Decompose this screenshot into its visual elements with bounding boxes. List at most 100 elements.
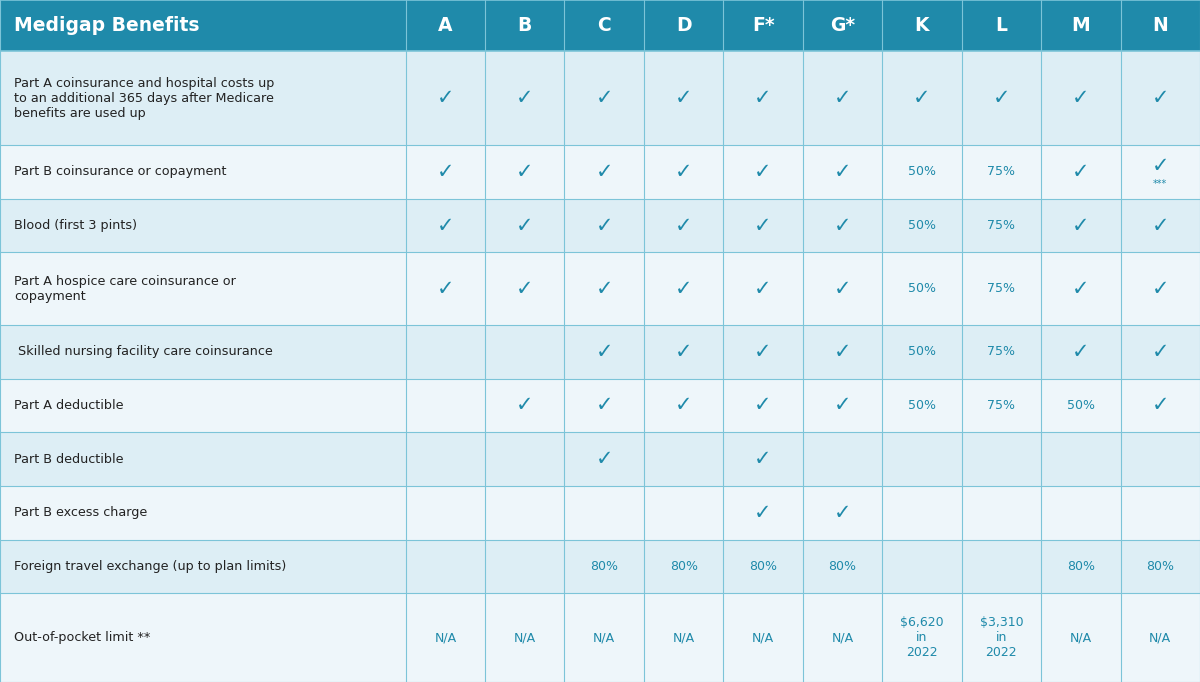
Text: ***: *** bbox=[1153, 179, 1168, 189]
Text: N/A: N/A bbox=[434, 632, 456, 644]
Text: ✓: ✓ bbox=[595, 342, 613, 362]
Text: ✓: ✓ bbox=[516, 162, 534, 182]
Text: ✓: ✓ bbox=[1152, 396, 1169, 415]
Text: Part B deductible: Part B deductible bbox=[14, 453, 124, 466]
Bar bbox=[0, 486, 1200, 539]
Text: ✓: ✓ bbox=[674, 279, 692, 299]
Text: $6,620
in
2022: $6,620 in 2022 bbox=[900, 617, 943, 659]
Text: ✓: ✓ bbox=[755, 216, 772, 236]
Text: ✓: ✓ bbox=[595, 279, 613, 299]
Text: 50%: 50% bbox=[908, 399, 936, 412]
Text: 80%: 80% bbox=[1067, 560, 1094, 573]
Text: Skilled nursing facility care coinsurance: Skilled nursing facility care coinsuranc… bbox=[14, 345, 274, 358]
Bar bbox=[0, 593, 1200, 682]
Text: ✓: ✓ bbox=[1152, 279, 1169, 299]
Text: ✓: ✓ bbox=[437, 162, 454, 182]
Text: ✓: ✓ bbox=[516, 279, 534, 299]
Text: ✓: ✓ bbox=[1152, 216, 1169, 236]
Text: Foreign travel exchange (up to plan limits): Foreign travel exchange (up to plan limi… bbox=[14, 560, 287, 573]
Text: ✓: ✓ bbox=[834, 162, 851, 182]
Text: N/A: N/A bbox=[593, 632, 616, 644]
Text: 80%: 80% bbox=[590, 560, 618, 573]
Text: M: M bbox=[1072, 16, 1091, 35]
Text: ✓: ✓ bbox=[674, 216, 692, 236]
Text: ✓: ✓ bbox=[755, 449, 772, 469]
Bar bbox=[0, 325, 1200, 379]
Text: ✓: ✓ bbox=[755, 279, 772, 299]
Text: ✓: ✓ bbox=[834, 216, 851, 236]
Text: ✓: ✓ bbox=[1152, 155, 1169, 175]
Text: ✓: ✓ bbox=[755, 162, 772, 182]
Text: 50%: 50% bbox=[1067, 399, 1094, 412]
Text: Blood (first 3 pints): Blood (first 3 pints) bbox=[14, 219, 138, 232]
Text: 75%: 75% bbox=[988, 219, 1015, 232]
Text: ✓: ✓ bbox=[674, 88, 692, 108]
Text: ✓: ✓ bbox=[595, 216, 613, 236]
Text: 50%: 50% bbox=[908, 166, 936, 179]
Text: ✓: ✓ bbox=[674, 342, 692, 362]
Text: 80%: 80% bbox=[1146, 560, 1175, 573]
Text: ✓: ✓ bbox=[1072, 279, 1090, 299]
Text: 80%: 80% bbox=[670, 560, 697, 573]
Text: ✓: ✓ bbox=[755, 503, 772, 523]
Text: ✓: ✓ bbox=[755, 342, 772, 362]
Bar bbox=[0, 379, 1200, 432]
Text: N: N bbox=[1152, 16, 1168, 35]
Text: Out-of-pocket limit **: Out-of-pocket limit ** bbox=[14, 632, 151, 644]
Text: ✓: ✓ bbox=[1072, 162, 1090, 182]
Text: ✓: ✓ bbox=[595, 88, 613, 108]
Text: ✓: ✓ bbox=[674, 162, 692, 182]
Text: N/A: N/A bbox=[672, 632, 695, 644]
Text: ✓: ✓ bbox=[516, 396, 534, 415]
Text: Part A hospice care coinsurance or
copayment: Part A hospice care coinsurance or copay… bbox=[14, 275, 236, 303]
Text: ✓: ✓ bbox=[1072, 88, 1090, 108]
Text: 80%: 80% bbox=[828, 560, 857, 573]
Text: 50%: 50% bbox=[908, 282, 936, 295]
Text: ✓: ✓ bbox=[1072, 342, 1090, 362]
Text: ✓: ✓ bbox=[595, 396, 613, 415]
Text: ✓: ✓ bbox=[834, 396, 851, 415]
Text: Part B coinsurance or copayment: Part B coinsurance or copayment bbox=[14, 166, 227, 179]
Text: 50%: 50% bbox=[908, 345, 936, 358]
Text: 50%: 50% bbox=[908, 219, 936, 232]
Text: 75%: 75% bbox=[988, 345, 1015, 358]
Text: L: L bbox=[996, 16, 1008, 35]
Text: ✓: ✓ bbox=[437, 88, 454, 108]
Text: Medigap Benefits: Medigap Benefits bbox=[14, 16, 200, 35]
Text: ✓: ✓ bbox=[595, 449, 613, 469]
Bar bbox=[0, 0, 1200, 51]
Text: N/A: N/A bbox=[752, 632, 774, 644]
Text: ✓: ✓ bbox=[437, 216, 454, 236]
Text: ✓: ✓ bbox=[834, 279, 851, 299]
Text: ✓: ✓ bbox=[674, 396, 692, 415]
Text: ✓: ✓ bbox=[1072, 216, 1090, 236]
Bar bbox=[0, 252, 1200, 325]
Text: ✓: ✓ bbox=[1152, 342, 1169, 362]
Text: ✓: ✓ bbox=[516, 216, 534, 236]
Text: D: D bbox=[676, 16, 691, 35]
Text: ✓: ✓ bbox=[595, 162, 613, 182]
Text: C: C bbox=[598, 16, 611, 35]
Text: ✓: ✓ bbox=[1152, 88, 1169, 108]
Text: ✓: ✓ bbox=[834, 503, 851, 523]
Text: ✓: ✓ bbox=[755, 88, 772, 108]
Text: ✓: ✓ bbox=[834, 88, 851, 108]
Text: G*: G* bbox=[830, 16, 856, 35]
Text: N/A: N/A bbox=[832, 632, 853, 644]
Text: ✓: ✓ bbox=[437, 279, 454, 299]
Bar bbox=[0, 51, 1200, 145]
Text: 75%: 75% bbox=[988, 282, 1015, 295]
Text: Part A deductible: Part A deductible bbox=[14, 399, 124, 412]
Text: F*: F* bbox=[751, 16, 774, 35]
Text: ✓: ✓ bbox=[913, 88, 931, 108]
Text: 75%: 75% bbox=[988, 166, 1015, 179]
Bar bbox=[0, 432, 1200, 486]
Text: 75%: 75% bbox=[988, 399, 1015, 412]
Text: ✓: ✓ bbox=[755, 396, 772, 415]
Bar bbox=[0, 198, 1200, 252]
Bar bbox=[0, 539, 1200, 593]
Text: $3,310
in
2022: $3,310 in 2022 bbox=[979, 617, 1024, 659]
Text: ✓: ✓ bbox=[516, 88, 534, 108]
Text: A: A bbox=[438, 16, 452, 35]
Text: K: K bbox=[914, 16, 929, 35]
